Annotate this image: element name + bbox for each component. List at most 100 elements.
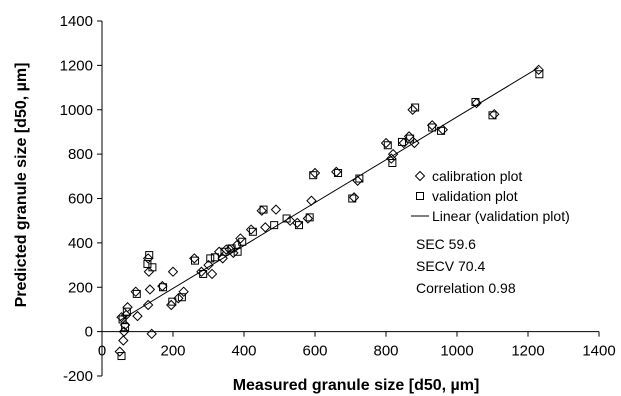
y-tick-label: 600 <box>68 191 93 208</box>
calibration-point <box>407 104 418 115</box>
calibration-point <box>118 326 130 337</box>
annotation-correlation: Correlation 0.98 <box>416 280 516 296</box>
calibration-point <box>206 268 218 280</box>
calibration-point <box>235 233 246 244</box>
x-tick-label: 400 <box>231 343 256 360</box>
validation-point <box>168 297 177 306</box>
validation-point <box>428 123 437 132</box>
calibration-point <box>489 108 500 120</box>
data-points <box>114 64 544 361</box>
calibration-point <box>309 167 321 179</box>
validation-point <box>199 269 208 278</box>
x-tick-label: 600 <box>302 343 327 360</box>
calibration-point <box>231 239 243 251</box>
y-tick-label: 400 <box>68 235 93 252</box>
legend-symbol-calibration <box>414 170 426 182</box>
validation-point <box>355 174 364 183</box>
y-tick-label: 0 <box>85 324 93 341</box>
calibration-point <box>302 213 314 224</box>
validation-point <box>177 293 186 302</box>
calibration-point <box>173 293 184 304</box>
y-tick-label: 1200 <box>60 57 93 74</box>
legend: calibration plot validation plot Linear … <box>411 168 570 224</box>
calibration-point <box>166 299 177 311</box>
legend-symbol-validation <box>416 192 424 200</box>
validation-point <box>191 256 200 265</box>
legend-label-calibration: calibration plot <box>432 168 522 184</box>
calibration-point <box>380 137 392 149</box>
y-axis-title: Predicted granule size [d50, µm] <box>13 63 30 308</box>
validation-point <box>118 315 127 324</box>
calibration-point <box>130 286 141 297</box>
legend-square-marker <box>416 192 424 200</box>
y-tick-label: -200 <box>63 368 93 385</box>
calibration-point <box>284 215 296 226</box>
x-tick-label: 800 <box>373 343 398 360</box>
validation-point <box>270 221 279 230</box>
validation-point <box>388 159 397 167</box>
calibration-point <box>132 310 143 322</box>
validation-point <box>206 254 215 263</box>
axes <box>97 20 600 377</box>
tick-labels: -200 0 200 400 600 800 1000 1200 1400 0 200 400 600 8… <box>60 13 616 385</box>
x-tick-label: 200 <box>160 343 185 360</box>
validation-point <box>148 263 157 272</box>
x-tick-label: 0 <box>98 343 106 360</box>
calibration-point <box>387 148 399 160</box>
calibration-point <box>178 286 189 297</box>
calibration-point <box>144 284 156 295</box>
validation-point <box>132 289 141 298</box>
validation-point <box>305 213 314 222</box>
validation-point <box>210 253 219 262</box>
calibration-point <box>122 302 133 313</box>
legend-diamond-marker <box>414 170 426 182</box>
validation-point <box>259 205 268 214</box>
y-tick-label: 1000 <box>60 102 93 119</box>
validation-point <box>159 283 168 292</box>
calibration-point <box>260 222 271 233</box>
validation-point <box>488 111 497 120</box>
annotation-sec: SEC 59.6 <box>416 236 476 252</box>
calibration-point <box>409 137 420 149</box>
x-axis-title: Measured granule size [d50, µm] <box>233 377 480 394</box>
calibration-point <box>143 266 155 277</box>
validation-point <box>295 221 304 230</box>
validation-point <box>145 251 154 260</box>
y-tick-label: 1400 <box>60 13 93 30</box>
validation-point <box>248 227 257 236</box>
calibration-point <box>352 175 363 186</box>
calibration-point <box>331 166 342 178</box>
calibration-point <box>228 247 239 259</box>
calibration-point <box>118 335 129 346</box>
calibration-point <box>270 204 282 215</box>
validation-point <box>334 168 343 177</box>
validation-point <box>471 97 480 106</box>
calibration-point <box>203 259 214 271</box>
validation-point <box>121 323 130 332</box>
calibration-point <box>256 205 267 216</box>
validation-point <box>383 141 392 150</box>
trend-line-segment <box>119 67 539 321</box>
calibration-point <box>142 299 154 311</box>
validation-point <box>233 247 242 256</box>
calibration-point <box>114 346 125 357</box>
legend-label-validation: validation plot <box>432 188 518 204</box>
calibration-point <box>167 266 179 277</box>
validation-point <box>348 194 357 203</box>
validation-point <box>406 134 415 143</box>
validation-point <box>411 103 420 112</box>
calibration-point <box>245 224 257 235</box>
calibration-point <box>533 64 544 76</box>
trend-line <box>119 67 539 321</box>
validation-point <box>397 137 406 146</box>
calibration-point <box>437 124 449 135</box>
x-tick-label: 1200 <box>511 343 544 360</box>
calibration-point <box>348 192 360 203</box>
calibration-point <box>306 195 317 206</box>
validation-point <box>117 352 126 361</box>
calibration-point <box>142 253 154 264</box>
calibration-point <box>471 97 482 109</box>
legend-label-linear: Linear (validation plot) <box>432 208 570 224</box>
statistics-annotations: SEC 59.6 SECV 70.4 Correlation 0.98 <box>416 236 516 296</box>
